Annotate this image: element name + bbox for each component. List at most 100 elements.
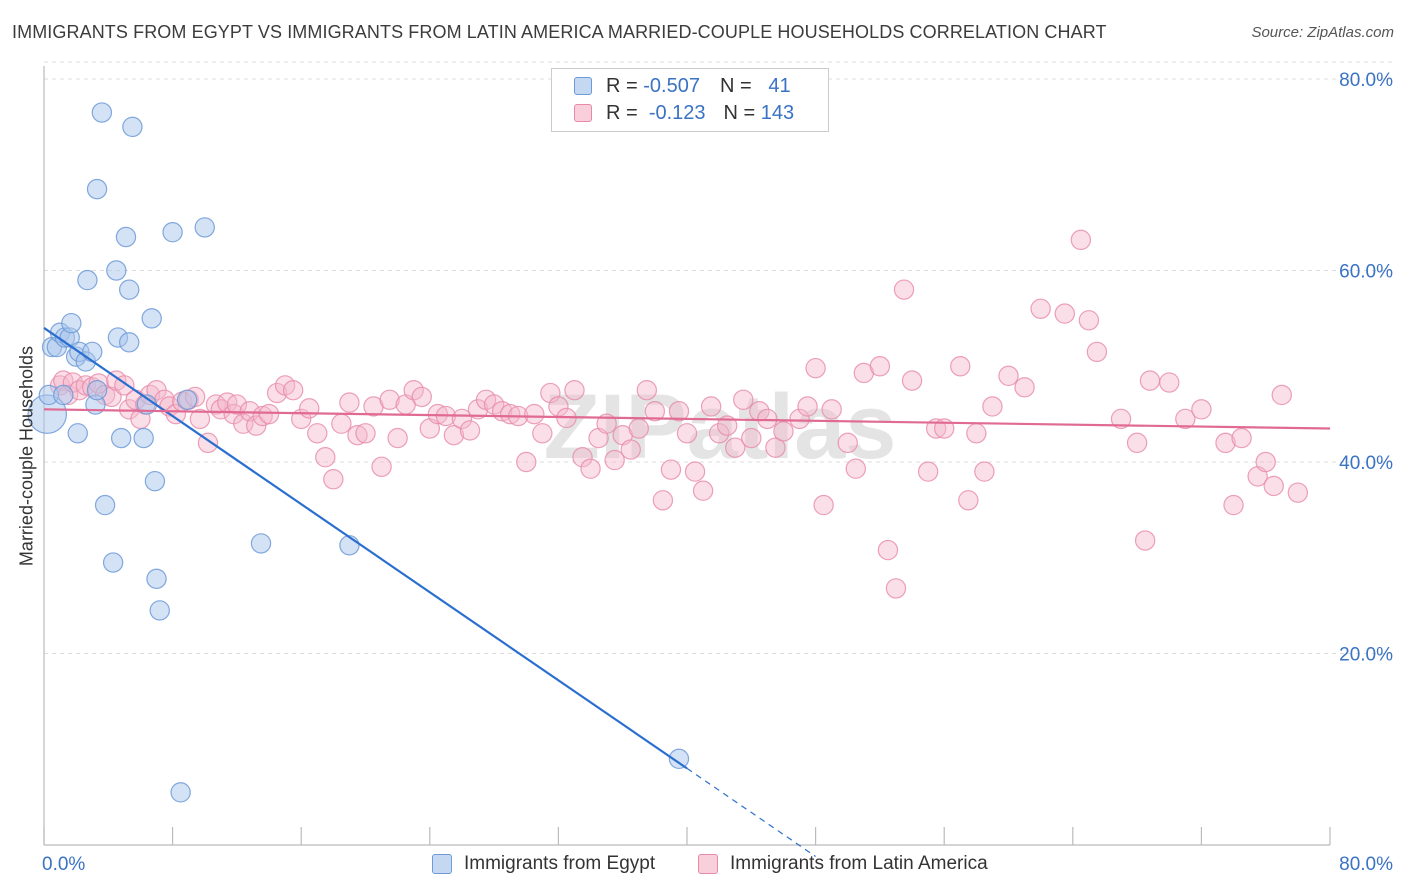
x-tick-label: 0.0% [42,854,85,875]
latin-point [347,424,368,446]
latin-point [1231,427,1252,449]
latin-point [821,399,842,420]
latin-point [789,408,810,430]
egypt-point [250,533,272,554]
latin-point [1030,298,1051,319]
latin-point [499,403,521,425]
y-tick-label: 60.0% [1339,262,1393,283]
egypt-point [86,379,108,401]
axes [43,66,1331,846]
source-label: Source: ZipAtlas.com [1251,24,1394,41]
latin-point [1014,377,1035,398]
legend-r-value: -0.507 [643,74,700,97]
latin-point [459,420,481,441]
bottom-swatch-egypt [432,854,452,874]
latin-point [403,379,424,401]
latin-point [315,447,336,468]
latin-point [950,356,971,377]
latin-point [966,423,987,444]
egypt-point [122,116,143,138]
trend-lines [43,327,1331,857]
latin-point [1215,432,1236,454]
latin-point [845,458,866,479]
latin-point [233,413,254,434]
latin-point [596,413,617,434]
latin-point [604,449,625,471]
latin-point [958,490,979,511]
latin-point [636,379,658,401]
latin-point [974,461,995,482]
latin-point [371,456,392,477]
latin-point [813,494,834,516]
latin-point [451,408,473,430]
legend-swatch-egypt [574,77,592,95]
latin-point [893,279,915,300]
latin-point [869,356,891,377]
egypt-point [144,470,166,492]
y-tick-label: 40.0% [1339,453,1393,474]
egypt-point [141,308,162,329]
latin-point [773,421,794,442]
latin-point [1110,408,1132,430]
latin-point [307,423,328,444]
legend-r-label: R = [606,74,638,97]
egypt-point [118,332,140,353]
latin-point [741,427,762,449]
latin-point [331,413,352,434]
latin-point [1126,432,1148,454]
latin-point [917,461,939,482]
y-tick-label: 20.0% [1339,645,1393,666]
bottom-legend-egypt[interactable]: Immigrants from Egypt [432,851,655,877]
latin-point [580,458,601,479]
latin-point [901,370,923,391]
bottom-legend-latin[interactable]: Immigrants from Latin America [698,851,988,877]
latin-point [339,392,360,413]
egypt-point [176,389,198,410]
bottom-swatch-latin [698,854,718,874]
latin-point [532,423,553,444]
legend-n-value: 143 [760,101,795,124]
latin-point [725,437,746,458]
egypt-point [339,535,360,556]
latin-point [226,394,248,415]
latin-point [258,403,280,425]
watermark: ZIPatlas [544,376,897,478]
egypt-point [118,279,140,300]
latin-point [379,389,400,410]
egypt-point [61,312,82,334]
egypt-point [106,260,127,281]
chart-title: IMMIGRANTS FROM EGYPT VS IMMIGRANTS FROM… [12,22,1107,42]
latin-point [998,365,1019,387]
egypt-point [194,217,215,238]
egypt-point [149,600,170,621]
legend-r-value: -0.123 [648,101,706,124]
latin-point [628,418,649,439]
egypt-point [133,427,154,449]
latin-point [668,401,690,422]
latin-point [355,423,376,444]
latin-point [708,423,730,444]
latin-point [1223,494,1244,516]
latin-point [837,432,858,454]
latin-point [1078,310,1100,331]
latin-point [572,447,593,468]
latin-point [805,357,826,379]
latin-point [660,459,682,480]
latin-point [516,451,537,473]
egypt-point [162,221,183,243]
y-axis-label: Married-couple Households [16,345,37,567]
egypt-trend-line [43,327,688,770]
bottom-legend-label: Immigrants from Egypt [464,853,656,874]
egypt-point [67,423,88,444]
egypt-point [86,178,108,200]
egypt-point [53,384,74,406]
latin-point [411,386,432,408]
latin-point [1086,341,1108,363]
legend-row-egypt: R = -0.507 N = 41 [574,74,791,98]
latin-point [644,401,666,422]
latin-point [676,423,698,444]
latin-point [700,396,722,417]
latin-point [165,403,187,425]
latin-point [189,408,211,430]
latin-point [684,461,706,482]
